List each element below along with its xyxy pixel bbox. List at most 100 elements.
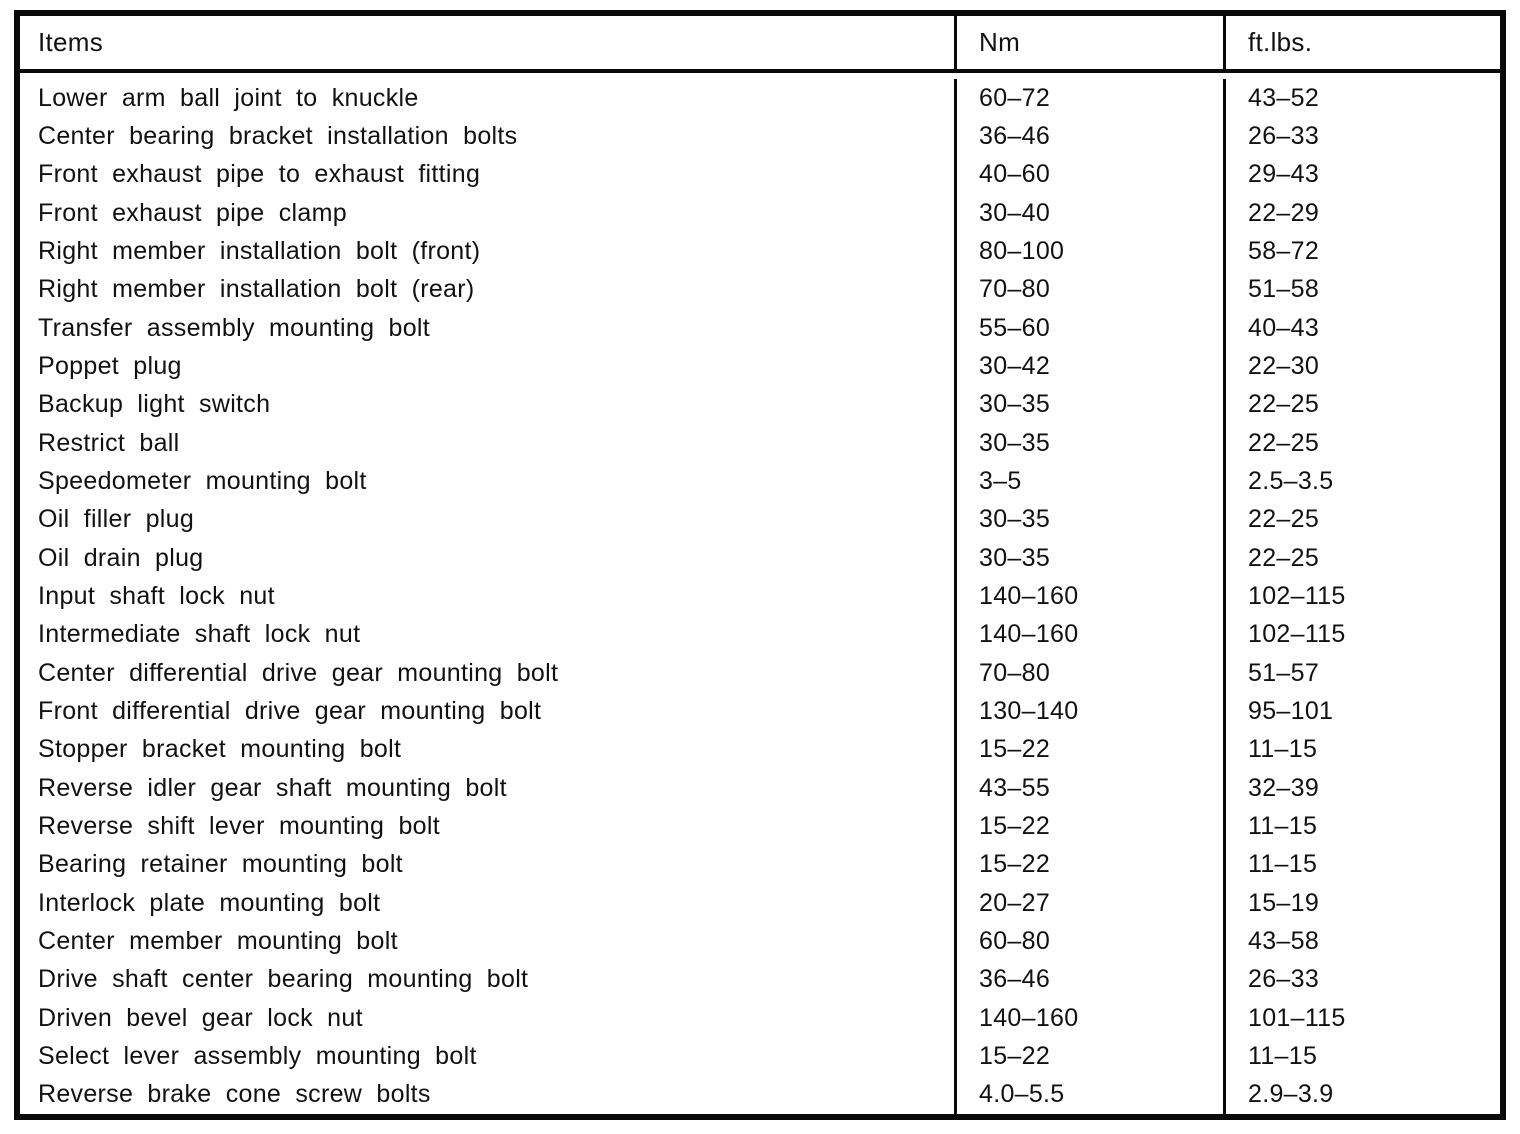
nm-value-cell: 20–27 xyxy=(954,883,1223,923)
table-row: Front exhaust pipe to exhaust fitting 40–… xyxy=(20,155,1500,194)
item-name-cell: Speedometer mounting bolt xyxy=(38,466,367,495)
nm-value-cell: 30–35 xyxy=(954,538,1223,578)
table-row: Oil filler plug 30–35 22–25 xyxy=(20,500,1500,539)
nm-value-cell: 140–160 xyxy=(954,615,1223,654)
nm-value-cell: 15–22 xyxy=(954,807,1223,846)
table-body: Lower arm ball joint to knuckle 60–72 43–5… xyxy=(20,73,1500,1114)
ftlbs-value-cell: 22–29 xyxy=(1223,193,1500,233)
column-header-ftlbs: ft.lbs. xyxy=(1223,16,1500,69)
table-row: Interlock plate mounting bolt 20–27 15–19 xyxy=(20,883,1500,923)
ftlbs-value-cell: 15–19 xyxy=(1223,883,1500,923)
table-row: Front differential drive gear mounting b… xyxy=(20,692,1500,731)
ftlbs-value-cell: 32–39 xyxy=(1223,768,1500,808)
item-name-cell: Center bearing bracket installation bolt… xyxy=(38,121,518,150)
nm-value-cell: 30–35 xyxy=(954,385,1223,424)
nm-value-cell: 30–35 xyxy=(954,423,1223,463)
ftlbs-value-cell: 51–58 xyxy=(1223,270,1500,309)
ftlbs-value-cell: 11–15 xyxy=(1223,1037,1500,1076)
item-name-cell: Interlock plate mounting bolt xyxy=(38,888,381,917)
item-name-cell: Poppet plug xyxy=(38,351,182,380)
ftlbs-value-cell: 11–15 xyxy=(1223,845,1500,884)
ftlbs-value-cell: 102–115 xyxy=(1223,577,1500,616)
ftlbs-value-cell: 22–25 xyxy=(1223,538,1500,578)
table-row: Intermediate shaft lock nut 140–160 102–11… xyxy=(20,615,1500,654)
ftlbs-value-cell: 2.5–3.5 xyxy=(1223,462,1500,501)
table-row: Poppet plug 30–42 22–30 xyxy=(20,347,1500,386)
table-row: Speedometer mounting bolt 3–5 2.5–3.5 xyxy=(20,462,1500,501)
item-name-cell: Oil drain plug xyxy=(38,543,204,572)
ftlbs-value-cell: 26–33 xyxy=(1223,960,1500,999)
ftlbs-value-cell: 40–43 xyxy=(1223,308,1500,348)
nm-value-cell: 60–72 xyxy=(954,79,1223,118)
nm-value-cell: 80–100 xyxy=(954,232,1223,271)
nm-value-cell: 55–60 xyxy=(954,308,1223,348)
item-name-cell: Backup light switch xyxy=(38,390,271,419)
table-row: Center differential drive gear mounting … xyxy=(20,653,1500,693)
nm-value-cell: 130–140 xyxy=(954,692,1223,731)
item-name-cell: Front exhaust pipe clamp xyxy=(38,198,347,227)
torque-spec-table: Items Nm ft.lbs. Lower arm ball joint to… xyxy=(14,10,1506,1120)
nm-value-cell: 15–22 xyxy=(954,730,1223,769)
table-row: Restrict ball 30–35 22–25 xyxy=(20,423,1500,463)
column-header-items: Items xyxy=(38,27,104,57)
ftlbs-value-cell: 2.9–3.9 xyxy=(1223,1075,1500,1114)
nm-value-cell: 36–46 xyxy=(954,960,1223,999)
table-row: Right member installation bolt (rear) 70–… xyxy=(20,270,1500,309)
nm-value-cell: 3–5 xyxy=(954,462,1223,501)
nm-value-cell: 140–160 xyxy=(954,998,1223,1038)
table-row: Transfer assembly mounting bolt 55–60 40–4… xyxy=(20,308,1500,348)
nm-value-cell: 4.0–5.5 xyxy=(954,1075,1223,1114)
item-name-cell: Center differential drive gear mounting … xyxy=(38,658,559,687)
table-row: Reverse shift lever mounting bolt 15–22 11… xyxy=(20,807,1500,846)
nm-value-cell: 140–160 xyxy=(954,577,1223,616)
ftlbs-value-cell: 102–115 xyxy=(1223,615,1500,654)
nm-value-cell: 30–40 xyxy=(954,193,1223,233)
item-name-cell: Bearing retainer mounting bolt xyxy=(38,850,403,879)
item-name-cell: Transfer assembly mounting bolt xyxy=(38,313,431,342)
item-name-cell: Restrict ball xyxy=(38,428,180,457)
item-name-cell: Right member installation bolt (front) xyxy=(38,236,481,265)
item-name-cell: Center member mounting bolt xyxy=(38,926,398,955)
nm-value-cell: 15–22 xyxy=(954,845,1223,884)
table-row: Drive shaft center bearing mounting bolt… xyxy=(20,960,1500,999)
ftlbs-value-cell: 95–101 xyxy=(1223,692,1500,731)
table-row: Driven bevel gear lock nut 140–160 101–115 xyxy=(20,998,1500,1038)
table-row: Front exhaust pipe clamp 30–40 22–29 xyxy=(20,193,1500,233)
table-header-row: Items Nm ft.lbs. xyxy=(20,16,1500,73)
ftlbs-value-cell: 22–30 xyxy=(1223,347,1500,386)
ftlbs-value-cell: 29–43 xyxy=(1223,155,1500,194)
ftlbs-value-cell: 26–33 xyxy=(1223,117,1500,156)
item-name-cell: Select lever assembly mounting bolt xyxy=(38,1041,477,1070)
table-row: Lower arm ball joint to knuckle 60–72 43–5… xyxy=(20,79,1500,118)
table-row: Backup light switch 30–35 22–25 xyxy=(20,385,1500,424)
item-name-cell: Reverse idler gear shaft mounting bolt xyxy=(38,773,507,802)
ftlbs-value-cell: 22–25 xyxy=(1223,500,1500,539)
nm-value-cell: 30–35 xyxy=(954,500,1223,539)
nm-value-cell: 70–80 xyxy=(954,653,1223,693)
table-row: Center member mounting bolt 60–80 43–58 xyxy=(20,922,1500,961)
table-row: Bearing retainer mounting bolt 15–22 11–15 xyxy=(20,845,1500,884)
ftlbs-value-cell: 11–15 xyxy=(1223,807,1500,846)
nm-value-cell: 36–46 xyxy=(954,117,1223,156)
nm-value-cell: 60–80 xyxy=(954,922,1223,961)
ftlbs-value-cell: 101–115 xyxy=(1223,998,1500,1038)
item-name-cell: Intermediate shaft lock nut xyxy=(38,620,361,649)
table-row: Reverse brake cone screw bolts 4.0–5.5 2.9… xyxy=(20,1075,1500,1114)
ftlbs-value-cell: 58–72 xyxy=(1223,232,1500,271)
column-header-nm: Nm xyxy=(954,16,1223,69)
item-name-cell: Right member installation bolt (rear) xyxy=(38,275,475,304)
item-name-cell: Front differential drive gear mounting b… xyxy=(38,696,542,725)
ftlbs-value-cell: 11–15 xyxy=(1223,730,1500,769)
item-name-cell: Oil filler plug xyxy=(38,505,195,534)
table-row: Input shaft lock nut 140–160 102–115 xyxy=(20,577,1500,616)
item-name-cell: Stopper bracket mounting bolt xyxy=(38,735,402,764)
ftlbs-value-cell: 43–58 xyxy=(1223,922,1500,961)
item-name-cell: Reverse shift lever mounting bolt xyxy=(38,811,440,840)
ftlbs-value-cell: 43–52 xyxy=(1223,79,1500,118)
nm-value-cell: 30–42 xyxy=(954,347,1223,386)
table-row: Select lever assembly mounting bolt 15–22… xyxy=(20,1037,1500,1076)
item-name-cell: Front exhaust pipe to exhaust fitting xyxy=(38,160,481,189)
item-name-cell: Driven bevel gear lock nut xyxy=(38,1003,363,1032)
ftlbs-value-cell: 51–57 xyxy=(1223,653,1500,693)
item-name-cell: Reverse brake cone screw bolts xyxy=(38,1080,431,1109)
